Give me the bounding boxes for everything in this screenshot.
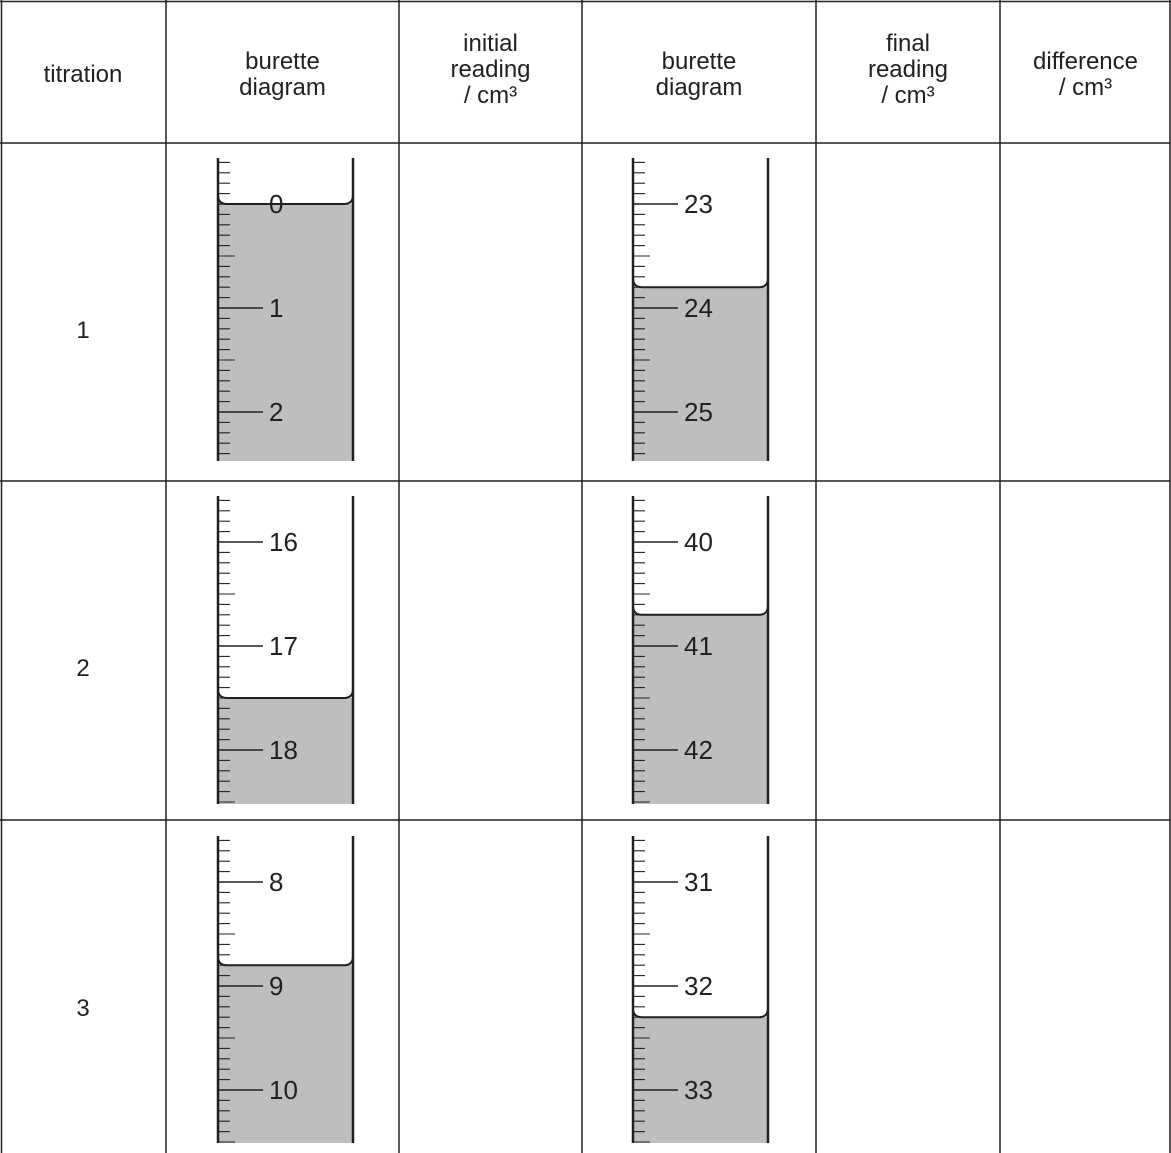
row-2-initial-scale-label-1: 17	[269, 631, 298, 661]
row-3-initial-scale-label-1: 9	[269, 971, 283, 1001]
header-burette-diagram-final: burette diagram	[655, 48, 743, 101]
row-1-final-scale-label-1: 24	[684, 293, 713, 323]
row-3-final-scale-label-0: 31	[684, 867, 713, 897]
row-3-initial-meniscus	[217, 956, 354, 967]
row-1-initial-burette: 0 1 2	[216, 158, 355, 461]
row-3-initial-scale-label-2: 10	[269, 1075, 298, 1105]
row-2-final-scale-label-1: 41	[684, 631, 713, 661]
header-difference: difference / cm³	[1033, 48, 1138, 101]
header-final-reading: final reading / cm³	[867, 30, 949, 109]
row-2-titration-number: 2	[76, 655, 90, 682]
row-3-final-scale-label-1: 32	[684, 971, 713, 1001]
row-1-final-liquid	[633, 287, 768, 461]
row-2-final-meniscus	[632, 605, 769, 616]
row-3-final-meniscus	[632, 1008, 769, 1019]
header-initial-reading: initial reading / cm³	[450, 30, 531, 109]
row-2-final-scale-label-2: 42	[684, 735, 713, 765]
row-2-initial-scale-label-0: 16	[269, 527, 298, 557]
row-1-final-scale-label-0: 23	[684, 189, 713, 219]
row-1-initial-scale-label-1: 1	[269, 293, 283, 323]
row-2-initial-burette: 16 17 18	[216, 496, 355, 804]
row-3-final-scale-label-2: 33	[684, 1075, 713, 1105]
header-burette-diagram-initial: burette diagram	[239, 48, 326, 101]
row-1-initial-scale-label-2: 2	[269, 397, 283, 427]
row-3-final-liquid	[633, 1017, 768, 1143]
row-1-initial-meniscus	[217, 194, 354, 205]
row-3-initial-liquid	[218, 965, 353, 1143]
row-3-initial-scale-label-0: 8	[269, 867, 283, 897]
row-3-titration-number: 3	[76, 995, 90, 1022]
row-3-initial-burette: 8 9 10	[216, 836, 355, 1143]
row-1-final-burette: 23 24 25	[631, 158, 770, 461]
row-2-initial-scale-label-2: 18	[269, 735, 298, 765]
row-3-final-burette: 31 32 33	[631, 836, 770, 1143]
row-1-final-meniscus	[632, 278, 769, 289]
header-titration: titration	[43, 61, 123, 88]
row-1-titration-number: 1	[76, 317, 90, 344]
row-1-initial-liquid	[218, 204, 353, 461]
row-2-final-burette: 40 41 42	[631, 496, 770, 804]
row-2-final-scale-label-0: 40	[684, 527, 713, 557]
row-2-initial-meniscus	[217, 688, 354, 699]
row-1-final-scale-label-2: 25	[684, 397, 713, 427]
row-1-initial-scale-label-0: 0	[269, 189, 283, 219]
row-2-initial-liquid	[218, 698, 353, 804]
